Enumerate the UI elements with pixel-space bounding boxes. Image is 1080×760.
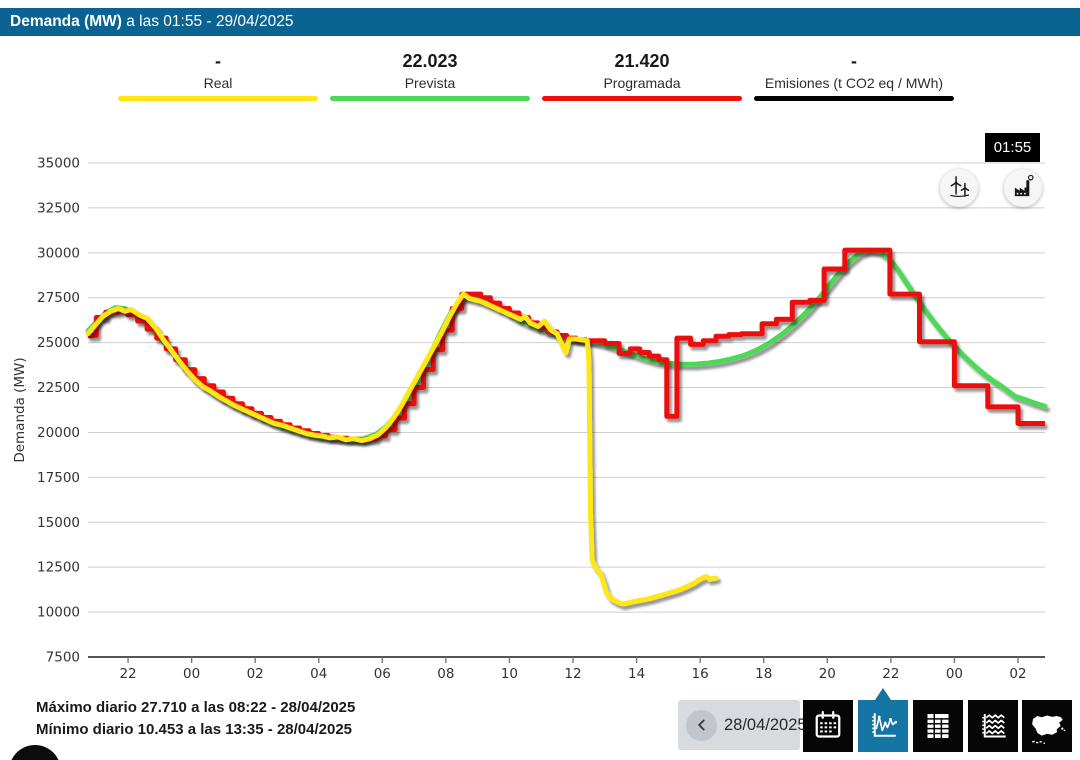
- legend-value-prevista: 22.023: [402, 51, 458, 71]
- svg-text:7500: 7500: [46, 650, 80, 666]
- page-title: Demanda (MW): [10, 13, 122, 30]
- view-stacked-chart-button[interactable]: [968, 700, 1018, 752]
- svg-text:17500: 17500: [37, 470, 80, 486]
- legend-item-emisiones[interactable]: - Emisiones (t CO2 eq / MWh): [754, 50, 954, 101]
- date-navigator: 28/04/2025: [678, 700, 807, 750]
- svg-text:12500: 12500: [37, 560, 80, 576]
- legend-label-prevista: Prevista: [404, 75, 456, 91]
- svg-text:32500: 32500: [37, 200, 80, 216]
- svg-text:12: 12: [564, 666, 581, 682]
- table-icon: [927, 714, 949, 738]
- previous-day-button[interactable]: [686, 709, 717, 741]
- svg-text:27500: 27500: [37, 290, 80, 306]
- svg-text:Demanda (MW): Demanda (MW): [12, 357, 28, 462]
- daily-stats: Máximo diario 27.710 a las 08:22 - 28/04…: [36, 697, 355, 741]
- header-bar: Demanda (MW) a las 01:55 - 29/04/2025: [0, 8, 1080, 36]
- svg-text:08: 08: [437, 666, 454, 682]
- svg-text:06: 06: [374, 666, 391, 682]
- view-calendar-button[interactable]: [803, 700, 853, 752]
- svg-text:22500: 22500: [37, 380, 80, 396]
- legend-value-programada: 21.420: [614, 51, 670, 71]
- legend-swatch-emisiones: [754, 96, 954, 101]
- time-cursor-tooltip: 01:55: [985, 133, 1040, 162]
- svg-text:18: 18: [755, 666, 772, 682]
- svg-text:04: 04: [310, 666, 327, 682]
- svg-text:15000: 15000: [37, 515, 80, 531]
- calendar-icon: [815, 711, 841, 738]
- svg-text:10: 10: [501, 666, 518, 682]
- svg-text:10000: 10000: [37, 605, 80, 621]
- view-table-button[interactable]: [913, 700, 963, 752]
- legend: - Real 22.023 Prevista 21.420 Programada…: [118, 50, 954, 101]
- wind-overlay-button[interactable]: [940, 169, 978, 207]
- legend-swatch-programada: [542, 96, 742, 101]
- svg-text:20000: 20000: [37, 425, 80, 441]
- svg-text:14: 14: [628, 666, 645, 682]
- legend-item-real[interactable]: - Real: [118, 50, 318, 101]
- view-line-chart-button[interactable]: [858, 700, 908, 752]
- svg-text:20: 20: [819, 666, 836, 682]
- svg-text:25000: 25000: [37, 335, 80, 351]
- legend-value-real: -: [215, 51, 221, 71]
- selected-view-marker: [875, 688, 891, 700]
- svg-text:16: 16: [692, 666, 709, 682]
- legend-swatch-prevista: [330, 96, 530, 101]
- emissions-overlay-button[interactable]: [1004, 169, 1042, 207]
- view-map-button[interactable]: [1022, 700, 1072, 752]
- chevron-left-icon: [697, 719, 705, 731]
- factory-icon: [1014, 174, 1034, 197]
- spain-map-icon: [1032, 715, 1066, 744]
- svg-text:02: 02: [247, 666, 264, 682]
- legend-item-programada[interactable]: 21.420 Programada: [542, 50, 742, 101]
- selected-date: 28/04/2025: [724, 715, 807, 734]
- wind-turbine-icon: [950, 176, 970, 197]
- svg-text:35000: 35000: [37, 156, 80, 172]
- legend-value-emisiones: -: [851, 51, 857, 71]
- daily-max-text: Máximo diario 27.710 a las 08:22 - 28/04…: [36, 699, 356, 716]
- svg-text:02: 02: [1009, 666, 1026, 682]
- fab-menu-button[interactable]: [9, 745, 61, 760]
- legend-label-programada: Programada: [603, 75, 681, 91]
- svg-text:00: 00: [946, 666, 963, 682]
- stacked-area-icon: [982, 714, 1006, 738]
- daily-min-text: Mínimo diario 10.453 a las 13:35 - 28/04…: [36, 721, 353, 738]
- svg-text:22: 22: [119, 666, 136, 682]
- legend-item-prevista[interactable]: 22.023 Prevista: [330, 50, 530, 101]
- legend-label-real: Real: [203, 75, 233, 91]
- header-subtitle: a las 01:55 - 29/04/2025: [121, 13, 294, 30]
- svg-text:00: 00: [183, 666, 200, 682]
- svg-text:30000: 30000: [37, 245, 80, 261]
- svg-text:22: 22: [882, 666, 899, 682]
- legend-swatch-real: [118, 96, 318, 101]
- legend-label-emisiones: Emisiones (t CO2 eq / MWh): [764, 75, 944, 91]
- line-chart-icon: [872, 713, 898, 737]
